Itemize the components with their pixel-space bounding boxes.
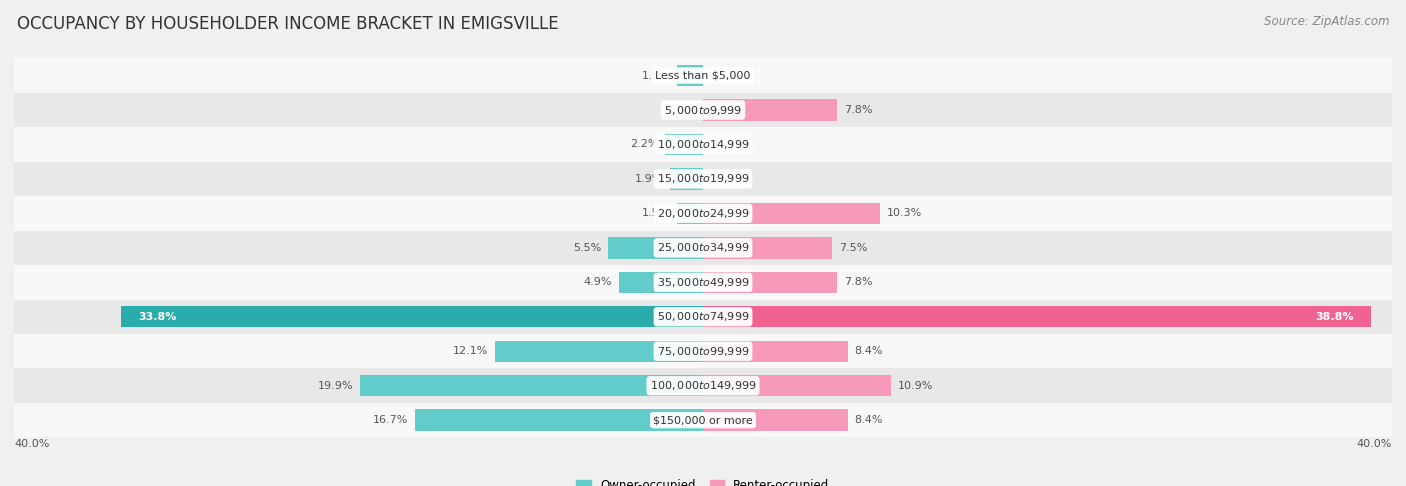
Text: 1.5%: 1.5% bbox=[643, 208, 671, 218]
Text: 0.0%: 0.0% bbox=[710, 139, 738, 150]
Text: $35,000 to $49,999: $35,000 to $49,999 bbox=[657, 276, 749, 289]
Text: 0.0%: 0.0% bbox=[710, 70, 738, 81]
Legend: Owner-occupied, Renter-occupied: Owner-occupied, Renter-occupied bbox=[576, 479, 830, 486]
Text: Source: ZipAtlas.com: Source: ZipAtlas.com bbox=[1264, 15, 1389, 28]
Bar bbox=[703, 99, 838, 121]
Text: $20,000 to $24,999: $20,000 to $24,999 bbox=[657, 207, 749, 220]
Bar bbox=[14, 403, 1392, 437]
Text: 1.9%: 1.9% bbox=[636, 174, 664, 184]
Bar bbox=[14, 368, 1392, 403]
Text: $15,000 to $19,999: $15,000 to $19,999 bbox=[657, 173, 749, 186]
Text: 12.1%: 12.1% bbox=[453, 346, 488, 356]
Bar bbox=[609, 237, 703, 259]
Bar bbox=[703, 306, 1371, 328]
Bar bbox=[703, 203, 880, 224]
Text: 7.8%: 7.8% bbox=[844, 278, 873, 287]
Text: 33.8%: 33.8% bbox=[138, 312, 176, 322]
Text: Less than $5,000: Less than $5,000 bbox=[655, 70, 751, 81]
Text: 10.9%: 10.9% bbox=[897, 381, 934, 391]
Bar bbox=[14, 58, 1392, 93]
Bar bbox=[360, 375, 703, 397]
Bar bbox=[703, 272, 838, 293]
Bar bbox=[703, 341, 848, 362]
Bar bbox=[14, 334, 1392, 368]
Bar bbox=[14, 299, 1392, 334]
Bar bbox=[671, 168, 703, 190]
Bar bbox=[678, 203, 703, 224]
Bar bbox=[665, 134, 703, 155]
Bar bbox=[14, 93, 1392, 127]
Text: 8.4%: 8.4% bbox=[855, 415, 883, 425]
Text: 19.9%: 19.9% bbox=[318, 381, 353, 391]
Text: 0.0%: 0.0% bbox=[710, 174, 738, 184]
Text: 10.3%: 10.3% bbox=[887, 208, 922, 218]
Text: 8.4%: 8.4% bbox=[855, 346, 883, 356]
Text: $25,000 to $34,999: $25,000 to $34,999 bbox=[657, 242, 749, 254]
Bar bbox=[415, 410, 703, 431]
Bar bbox=[121, 306, 703, 328]
Bar bbox=[14, 265, 1392, 299]
Bar bbox=[678, 65, 703, 86]
Bar bbox=[14, 127, 1392, 162]
Text: 0.0%: 0.0% bbox=[668, 105, 696, 115]
Text: 40.0%: 40.0% bbox=[1357, 439, 1392, 449]
Bar bbox=[703, 410, 848, 431]
Text: 38.8%: 38.8% bbox=[1316, 312, 1354, 322]
Text: 7.5%: 7.5% bbox=[839, 243, 868, 253]
Text: $100,000 to $149,999: $100,000 to $149,999 bbox=[650, 379, 756, 392]
Text: 2.2%: 2.2% bbox=[630, 139, 658, 150]
Text: 5.5%: 5.5% bbox=[574, 243, 602, 253]
Text: 1.5%: 1.5% bbox=[643, 70, 671, 81]
Text: 16.7%: 16.7% bbox=[373, 415, 409, 425]
Text: $50,000 to $74,999: $50,000 to $74,999 bbox=[657, 310, 749, 323]
Bar bbox=[703, 237, 832, 259]
Bar bbox=[14, 196, 1392, 231]
Bar bbox=[703, 375, 891, 397]
Text: 7.8%: 7.8% bbox=[844, 105, 873, 115]
Text: 40.0%: 40.0% bbox=[14, 439, 49, 449]
Text: $150,000 or more: $150,000 or more bbox=[654, 415, 752, 425]
Text: OCCUPANCY BY HOUSEHOLDER INCOME BRACKET IN EMIGSVILLE: OCCUPANCY BY HOUSEHOLDER INCOME BRACKET … bbox=[17, 15, 558, 33]
Bar bbox=[495, 341, 703, 362]
Text: $75,000 to $99,999: $75,000 to $99,999 bbox=[657, 345, 749, 358]
Text: $10,000 to $14,999: $10,000 to $14,999 bbox=[657, 138, 749, 151]
Text: $5,000 to $9,999: $5,000 to $9,999 bbox=[664, 104, 742, 117]
Bar bbox=[14, 231, 1392, 265]
Bar bbox=[619, 272, 703, 293]
Text: 4.9%: 4.9% bbox=[583, 278, 612, 287]
Bar bbox=[14, 162, 1392, 196]
